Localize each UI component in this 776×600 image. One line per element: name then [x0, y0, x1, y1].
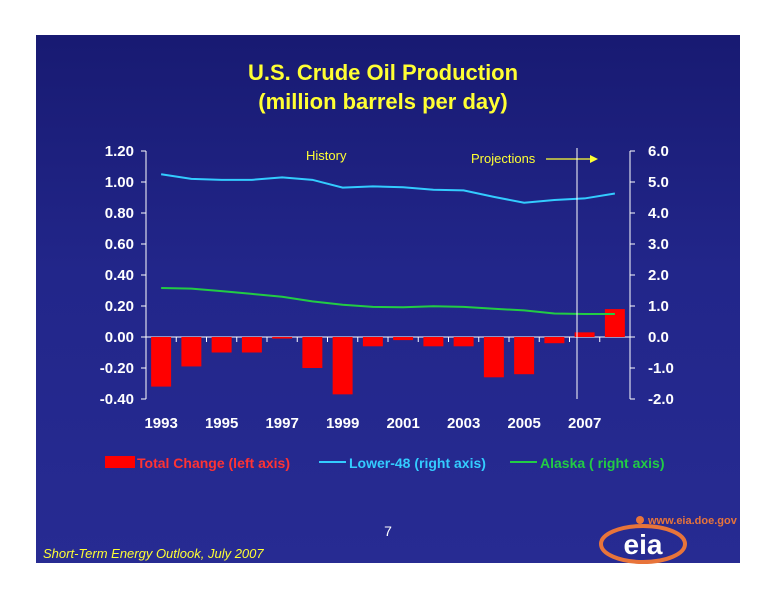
history-annotation: History: [306, 148, 347, 163]
bar-total-change: [272, 337, 293, 339]
bar-total-change: [453, 337, 474, 347]
bar-total-change: [302, 337, 323, 368]
left-axis-tick-label: 1.20: [105, 143, 134, 160]
bar-total-change: [151, 337, 172, 387]
left-axis-tick-label: 0.80: [105, 205, 134, 222]
bar-total-change: [544, 337, 565, 344]
bar-total-change: [393, 337, 414, 341]
page-number: 7: [384, 523, 392, 539]
x-axis-tick-label: 1999: [326, 415, 359, 432]
right-axis-tick-label: 1.0: [648, 298, 669, 315]
x-axis-tick-label: 1993: [144, 415, 177, 432]
line-lower-48: [160, 173, 616, 204]
x-axis-tick-label: 2003: [447, 415, 480, 432]
bar-total-change: [241, 337, 262, 353]
projections-annotation: Projections: [471, 151, 536, 166]
eia-logo-url: www.eia.doe.gov: [647, 515, 738, 527]
right-axis-tick-label: 2.0: [648, 267, 669, 284]
eia-logo: www.eia.doe.gov eia: [599, 515, 738, 564]
axes: 1.20 1.00 0.80 0.60 0.40 0.20 0.00 -0.20 -0.40 6.…: [100, 143, 674, 432]
bar-total-change: [423, 337, 444, 347]
bar-total-change: [574, 332, 595, 337]
left-axis-tick-label: -0.40: [100, 391, 134, 408]
x-axis-tick-label: 1997: [265, 415, 298, 432]
chart-title-line-1: U.S. Crude Oil Production: [248, 60, 518, 85]
bars-series: [151, 309, 625, 395]
right-axis-tick-label: -2.0: [648, 391, 674, 408]
left-axis-tick-label: 0.00: [105, 329, 134, 346]
x-axis-tick-label: 2001: [386, 415, 419, 432]
right-axis-tick-label: 4.0: [648, 205, 669, 222]
line-alaska: [161, 287, 615, 316]
legend-label-alaska: Alaska ( right axis): [540, 455, 665, 471]
bar-total-change: [483, 337, 504, 378]
right-axis-tick-label: 5.0: [648, 174, 669, 191]
projections-arrow-head: [590, 155, 598, 163]
left-axis-tick-label: 0.20: [105, 298, 134, 315]
x-axis-tick-label: 1995: [205, 415, 238, 432]
bar-total-change: [181, 337, 202, 367]
legend-label-lower-48: Lower-48 (right axis): [349, 455, 486, 471]
left-axis-tick-label: 1.00: [105, 174, 134, 191]
legend-swatch-total-change: [105, 456, 135, 468]
right-axis-tick-label: 3.0: [648, 236, 669, 253]
right-axis-tick-label: 0.0: [648, 329, 669, 346]
line-series: [160, 173, 616, 316]
bar-total-change: [362, 337, 383, 347]
left-axis-tick-label: 0.40: [105, 267, 134, 284]
slide-background: [36, 35, 740, 563]
legend: Total Change (left axis) Lower-48 (right…: [105, 455, 665, 471]
bar-total-change: [332, 337, 353, 395]
right-axis-tick-label: -1.0: [648, 360, 674, 377]
eia-logo-dot: [636, 516, 644, 524]
eia-logo-text: eia: [624, 529, 663, 560]
bar-total-change: [604, 309, 625, 337]
eia-logo-swoosh: [599, 524, 687, 564]
footer-source: Short-Term Energy Outlook, July 2007: [43, 546, 264, 561]
right-axis-tick-label: 6.0: [648, 143, 669, 160]
x-axis-tick-label: 2007: [568, 415, 601, 432]
bar-total-change: [211, 337, 232, 353]
chart-title-line-2: (million barrels per day): [258, 89, 507, 114]
left-axis-tick-label: -0.20: [100, 360, 134, 377]
bar-total-change: [514, 337, 535, 375]
left-axis-tick-label: 0.60: [105, 236, 134, 253]
x-axis-tick-label: 2005: [507, 415, 540, 432]
legend-label-total-change: Total Change (left axis): [137, 455, 290, 471]
